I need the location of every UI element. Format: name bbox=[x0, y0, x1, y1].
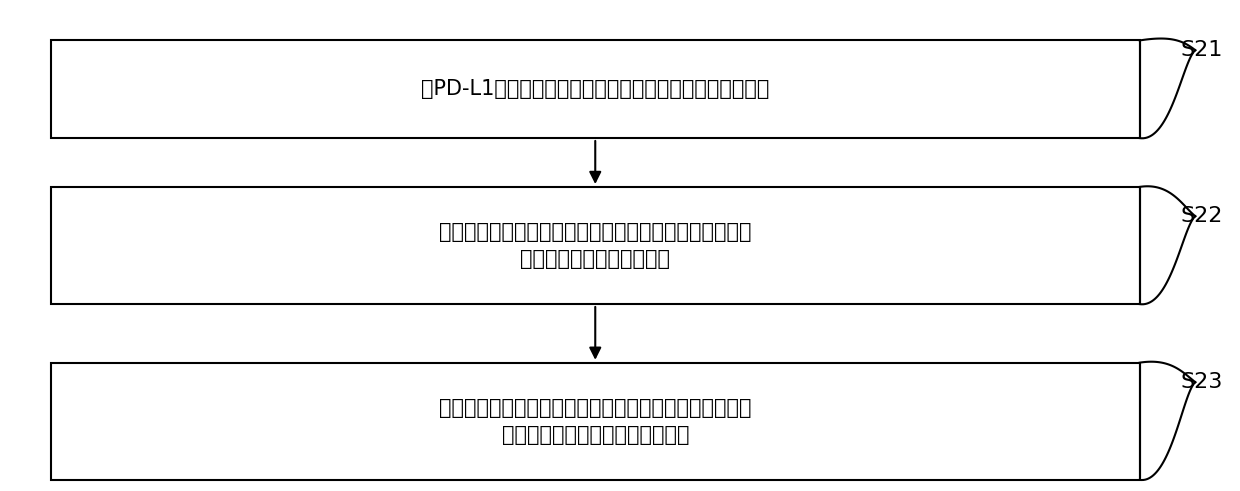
Text: 到目标区域内为膜阳性的细胞比例: 到目标区域内为膜阳性的细胞比例 bbox=[501, 425, 689, 445]
Text: S23: S23 bbox=[1180, 372, 1223, 392]
Text: 对PD-L1染色的数字切片图像进行预处理，得到待分析图像: 对PD-L1染色的数字切片图像进行预处理，得到待分析图像 bbox=[422, 79, 770, 99]
FancyBboxPatch shape bbox=[51, 363, 1140, 480]
Text: 将待分析图像输入预先建立的预测模型，得到待分析图像: 将待分析图像输入预先建立的预测模型，得到待分析图像 bbox=[439, 222, 751, 242]
Text: S22: S22 bbox=[1180, 206, 1223, 226]
Text: S21: S21 bbox=[1180, 40, 1223, 60]
FancyBboxPatch shape bbox=[51, 40, 1140, 138]
Text: 中设定细胞所在的目标区域: 中设定细胞所在的目标区域 bbox=[521, 249, 671, 269]
FancyBboxPatch shape bbox=[51, 187, 1140, 304]
Text: 识别出目标区域中的细胞总数和呈膜阳性的细胞数量，得: 识别出目标区域中的细胞总数和呈膜阳性的细胞数量，得 bbox=[439, 398, 751, 418]
